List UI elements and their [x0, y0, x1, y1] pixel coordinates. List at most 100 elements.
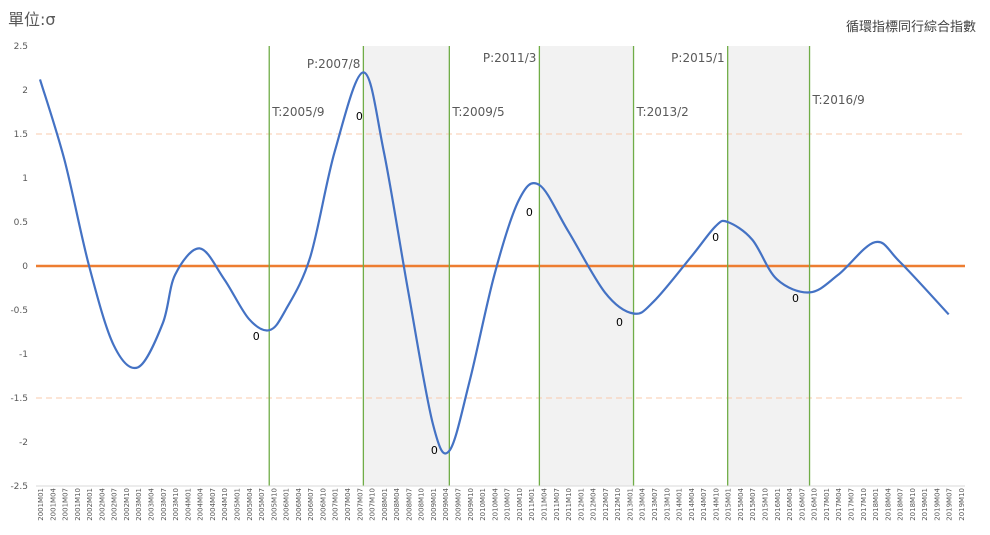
chart-title: 循環指標同行綜合指數 — [845, 20, 976, 35]
x-tick-label: 2016M07 — [798, 488, 806, 521]
x-tick-label: 2014M04 — [688, 487, 696, 520]
x-tick-label: 2001M07 — [62, 488, 70, 521]
x-tick-label: 2001M10 — [74, 488, 82, 521]
x-tick-label: 2016M01 — [774, 488, 782, 521]
x-tick-label: 2009M07 — [455, 488, 463, 521]
series-line-0 — [38, 71, 950, 455]
x-tick-label: 2002M04 — [98, 487, 106, 520]
x-tick-label: 2016M04 — [786, 487, 794, 520]
turning-point-value-6: 0 — [792, 292, 799, 305]
reference-lines — [36, 133, 965, 399]
x-tick-label: 2015M01 — [725, 488, 733, 521]
x-tick-label: 2009M01 — [430, 488, 438, 521]
y-tick-label: 2.5 — [14, 42, 28, 52]
y-tick-label: -2 — [19, 438, 28, 448]
y-axis: 2.5 2 1.5 1 0.5 0 -0.5 -1 -1.5 -2 -2.5 — [10, 42, 28, 492]
x-tick-label: 2014M10 — [712, 488, 720, 521]
x-tick-label: 2018M07 — [897, 488, 905, 521]
y-tick-label: -0.5 — [10, 306, 28, 316]
x-tick-label: 2002M07 — [111, 488, 119, 521]
turning-point-value-4: 0 — [616, 316, 623, 329]
x-tick-label: 2004M01 — [184, 488, 192, 521]
x-tick-label: 2008M01 — [381, 488, 389, 521]
turning-point-value-2: 0 — [431, 444, 438, 457]
x-tick-label: 2013M01 — [626, 488, 634, 521]
turning-point-value-0: 0 — [253, 330, 260, 343]
x-tick-label: 2017M10 — [860, 488, 868, 521]
x-tick-label: 2010M04 — [491, 487, 499, 520]
turning-point-label-5: P:2015/1 — [671, 51, 725, 65]
x-tick-label: 2004M10 — [221, 488, 229, 521]
x-tick-label: 2013M10 — [663, 488, 671, 521]
x-tick-label: 2005M01 — [233, 488, 241, 521]
x-tick-label: 2018M01 — [872, 488, 880, 521]
x-tick-label: 2004M04 — [197, 487, 205, 520]
turning-point-label-3: P:2011/3 — [483, 51, 537, 65]
y-tick-label: -1 — [19, 350, 28, 360]
x-tick-label: 2009M04 — [442, 487, 450, 520]
turning-point-annotations: T:2005/9 0 P:2007/8 0 T:2009/5 0 P:2011/3 0 T:20… — [253, 51, 865, 457]
x-tick-label: 2011M01 — [528, 488, 536, 521]
x-tick-label: 2019M01 — [921, 488, 929, 521]
x-tick-label: 2010M01 — [479, 488, 487, 521]
x-tick-label: 2013M07 — [651, 488, 659, 521]
x-tick-label: 2002M10 — [123, 488, 131, 521]
x-tick-label: 2011M04 — [540, 487, 548, 520]
series — [38, 71, 950, 455]
y-tick-label: 1.5 — [14, 130, 28, 140]
x-tick-label: 2017M01 — [823, 488, 831, 521]
x-tick-label: 2011M07 — [553, 488, 561, 521]
x-tick-label: 2006M01 — [283, 488, 291, 521]
x-tick-label: 2015M04 — [737, 487, 745, 520]
turning-point-lines — [268, 46, 811, 486]
x-tick-label: 2010M07 — [504, 488, 512, 521]
turning-point-value-5: 0 — [712, 231, 719, 244]
y-tick-label: 0 — [22, 262, 28, 272]
x-tick-label: 2006M04 — [295, 487, 303, 520]
x-tick-label: 2018M04 — [884, 487, 892, 520]
x-tick-label: 2007M01 — [332, 488, 340, 521]
x-tick-label: 2019M07 — [946, 488, 954, 521]
x-tick-label: 2005M10 — [270, 488, 278, 521]
x-tick-label: 2011M10 — [565, 488, 573, 521]
x-tick-label: 2009M10 — [467, 488, 475, 521]
x-tick-label: 2006M10 — [319, 488, 327, 521]
x-tick-label: 2007M10 — [369, 488, 377, 521]
x-tick-label: 2016M10 — [811, 488, 819, 521]
x-tick-label: 2003M04 — [148, 487, 156, 520]
y-tick-label: 0.5 — [14, 218, 28, 228]
x-tick-label: 2007M04 — [344, 487, 352, 520]
turning-point-value-1: 0 — [356, 110, 363, 123]
x-tick-label: 2004M07 — [209, 488, 217, 521]
y-tick-label: -1.5 — [10, 394, 28, 404]
x-tick-label: 2006M07 — [307, 488, 315, 521]
x-tick-label: 2001M01 — [37, 488, 45, 521]
x-tick-label: 2015M10 — [762, 488, 770, 521]
x-tick-label: 2014M07 — [700, 488, 708, 521]
x-tick-label: 2017M04 — [835, 487, 843, 520]
turning-point-label-0: T:2005/9 — [271, 105, 324, 119]
x-tick-label: 2005M07 — [258, 488, 266, 521]
x-tick-label: 2010M10 — [516, 488, 524, 521]
x-tick-label: 2012M10 — [614, 488, 622, 521]
x-tick-label: 2012M07 — [602, 488, 610, 521]
x-tick-label: 2018M10 — [909, 488, 917, 521]
x-tick-label: 2019M10 — [958, 488, 966, 521]
x-tick-label: 2019M04 — [933, 487, 941, 520]
turning-point-value-3: 0 — [526, 206, 533, 219]
x-tick-label: 2013M04 — [639, 487, 647, 520]
turning-point-label-6: T:2016/9 — [812, 93, 865, 107]
x-tick-label: 2014M01 — [676, 488, 684, 521]
x-tick-label: 2012M04 — [590, 487, 598, 520]
x-tick-label: 2001M04 — [49, 487, 57, 520]
turning-point-label-4: T:2013/2 — [636, 105, 689, 119]
x-tick-label: 2003M10 — [172, 488, 180, 521]
x-tick-label: 2008M07 — [405, 488, 413, 521]
turning-point-label-1: P:2007/8 — [307, 57, 361, 71]
x-tick-label: 2017M07 — [847, 488, 855, 521]
x-tick-label: 2003M07 — [160, 488, 168, 521]
x-axis: 2001M01 2001M04 2001M07 2001M10 2002M01 2002M… — [36, 485, 966, 521]
turning-point-label-2: T:2009/5 — [451, 105, 504, 119]
x-tick-label: 2015M07 — [749, 488, 757, 521]
